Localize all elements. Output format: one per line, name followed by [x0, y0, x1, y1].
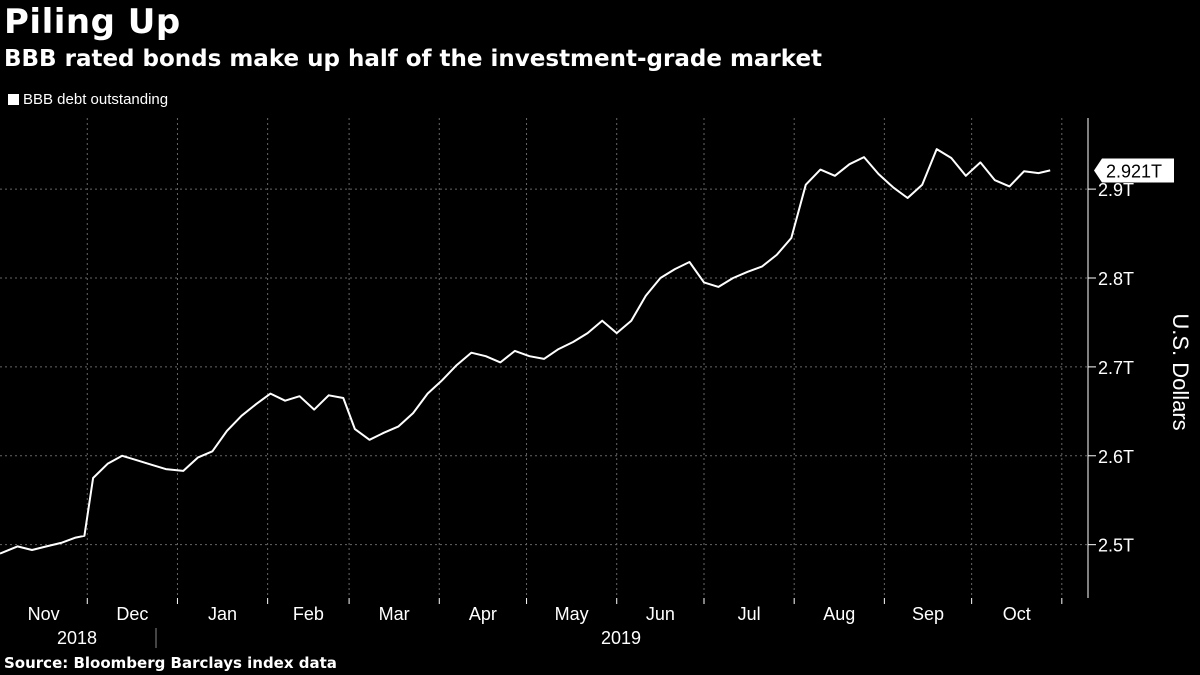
legend-swatch — [8, 94, 19, 105]
x-tick-label: Mar — [379, 604, 410, 624]
y-tick-label: 2.9T — [1098, 180, 1134, 200]
x-tick-label: Aug — [823, 604, 855, 624]
year-label: 2018 — [57, 628, 97, 648]
y-tick-label: 2.8T — [1098, 269, 1134, 289]
y-tick-label: 2.7T — [1098, 358, 1134, 378]
x-tick-label: Feb — [293, 604, 324, 624]
year-label: 2019 — [601, 628, 641, 648]
x-tick-label: May — [555, 604, 589, 624]
x-tick-label: Jul — [738, 604, 761, 624]
x-tick-label: Jun — [646, 604, 675, 624]
legend: BBB debt outstanding — [8, 91, 168, 108]
source-note: Source: Bloomberg Barclays index data — [4, 654, 337, 672]
last-value-callout: 2.921T — [1094, 158, 1174, 183]
x-tick-label: Sep — [912, 604, 944, 624]
x-tick-label: Apr — [469, 604, 497, 624]
series-line — [0, 148, 1051, 555]
y-tick-label: 2.5T — [1098, 536, 1134, 556]
grid — [0, 118, 1088, 598]
legend-label: BBB debt outstanding — [23, 91, 169, 108]
y-tick-label: 2.6T — [1098, 447, 1134, 467]
last-value-box — [1094, 158, 1174, 183]
series — [0, 148, 1051, 555]
x-tick-label: Nov — [28, 604, 60, 624]
chart-subtitle: BBB rated bonds make up half of the inve… — [4, 46, 823, 72]
x-tick-label: Oct — [1003, 604, 1031, 624]
last-value-label: 2.921T — [1106, 161, 1162, 181]
y-axis-label: U.S. Dollars — [1168, 313, 1193, 430]
x-tick-label: Dec — [116, 604, 148, 624]
axes — [86, 118, 1096, 648]
tick-labels: 2.5T 2.6T 2.7T 2.8T 2.9T Nov Dec Jan Feb Mar Apr Ma… — [28, 180, 1134, 648]
chart-title: Piling Up — [4, 2, 181, 42]
x-tick-label: Jan — [208, 604, 237, 624]
